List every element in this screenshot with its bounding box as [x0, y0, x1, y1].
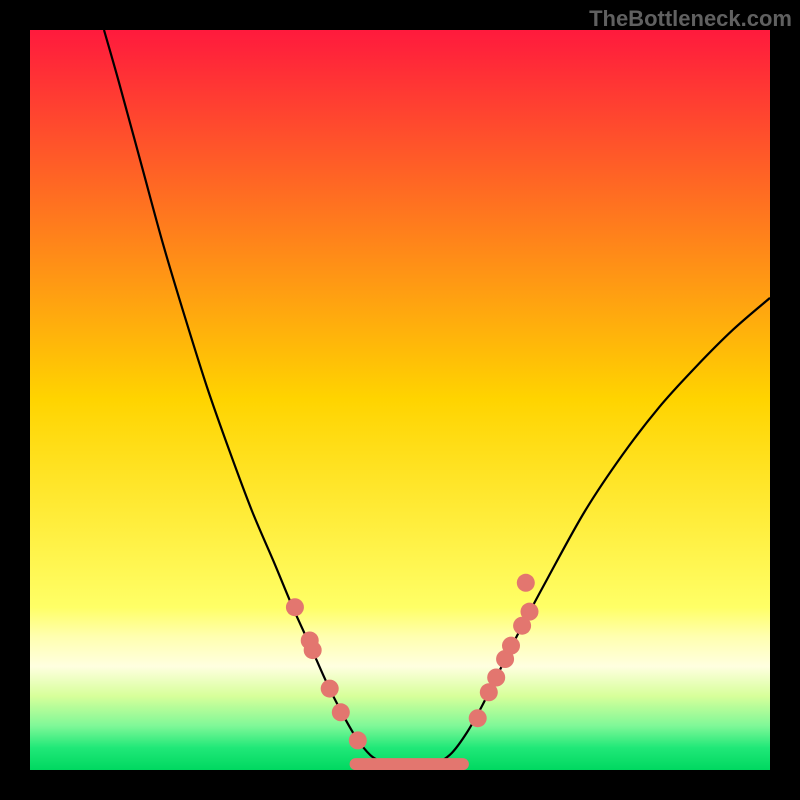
bottleneck-chart	[0, 0, 800, 800]
curve-marker	[487, 669, 505, 687]
chart-gradient-background	[30, 30, 770, 770]
watermark-text: TheBottleneck.com	[589, 6, 792, 32]
curve-marker	[332, 703, 350, 721]
curve-marker	[521, 603, 539, 621]
curve-marker	[321, 680, 339, 698]
curve-marker	[349, 731, 367, 749]
curve-marker	[286, 598, 304, 616]
chart-container: TheBottleneck.com	[0, 0, 800, 800]
curve-marker	[517, 574, 535, 592]
curve-marker	[469, 709, 487, 727]
curve-marker	[304, 641, 322, 659]
curve-marker	[502, 637, 520, 655]
